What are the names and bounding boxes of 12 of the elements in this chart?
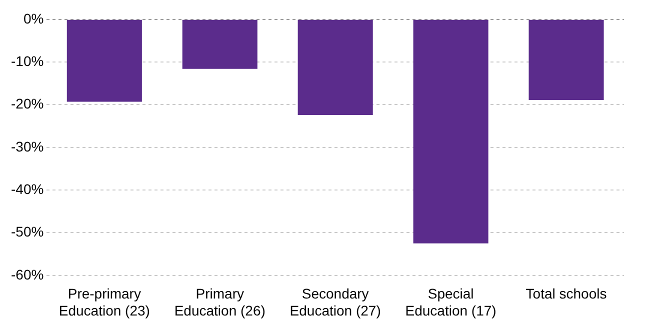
x-tick-label: Pre-primary Education (23): [58, 286, 150, 318]
x-tick-label: Secondary Education (27): [290, 286, 381, 318]
y-tick-label: -50%: [10, 224, 44, 240]
y-tick-label: 0%: [23, 10, 44, 26]
y-tick-label: -20%: [10, 96, 44, 112]
y-tick-label: -40%: [10, 180, 44, 197]
y-tick-label: -60%: [10, 266, 44, 282]
x-tick-label: Primary Education (26): [174, 286, 266, 318]
x-tick-label: Special Education (17): [405, 286, 496, 318]
y-tick-label: -10%: [10, 52, 44, 69]
y-tick-label: -30%: [10, 138, 44, 154]
x-tick-label: Total schools: [526, 286, 607, 302]
